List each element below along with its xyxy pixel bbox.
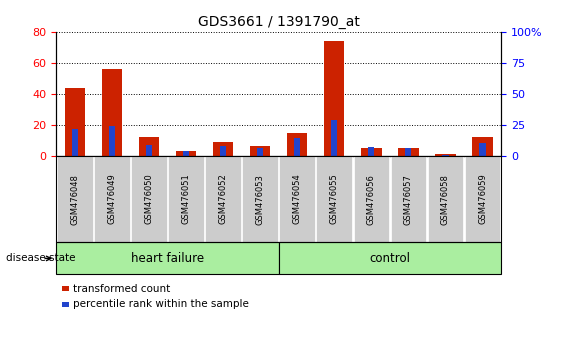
Bar [294, 138, 300, 156]
Text: heart failure: heart failure [131, 252, 204, 265]
Bar [368, 147, 374, 156]
Bar [102, 69, 122, 156]
Bar [435, 154, 455, 156]
Bar [109, 126, 115, 156]
Bar [257, 148, 263, 156]
Text: transformed count: transformed count [73, 284, 171, 293]
Bar [183, 151, 189, 156]
Text: percentile rank within the sample: percentile rank within the sample [73, 299, 249, 309]
Bar [405, 148, 412, 156]
Bar [398, 148, 419, 156]
Bar [287, 132, 307, 156]
Text: GSM476056: GSM476056 [367, 174, 376, 224]
Text: GSM476055: GSM476055 [330, 174, 339, 224]
Bar [138, 137, 159, 156]
Bar [324, 41, 345, 156]
Text: GSM476057: GSM476057 [404, 174, 413, 224]
Text: GSM476048: GSM476048 [70, 174, 79, 224]
Text: GSM476053: GSM476053 [256, 174, 265, 224]
Bar [331, 120, 337, 156]
Bar [220, 146, 226, 156]
Bar [361, 148, 382, 156]
Bar [443, 154, 449, 156]
Text: GSM476059: GSM476059 [478, 174, 487, 224]
Title: GDS3661 / 1391790_at: GDS3661 / 1391790_at [198, 16, 360, 29]
Bar [213, 142, 233, 156]
Text: GSM476050: GSM476050 [145, 174, 154, 224]
Bar [65, 88, 85, 156]
Bar [480, 143, 486, 156]
Text: GSM476052: GSM476052 [218, 174, 227, 224]
Bar [176, 151, 196, 156]
Bar [250, 147, 270, 156]
Bar [472, 137, 493, 156]
Text: GSM476054: GSM476054 [293, 174, 302, 224]
Text: control: control [369, 252, 410, 265]
Bar [146, 144, 152, 156]
Text: disease state: disease state [6, 253, 75, 263]
Text: GSM476058: GSM476058 [441, 174, 450, 224]
Text: GSM476049: GSM476049 [108, 174, 117, 224]
Text: GSM476051: GSM476051 [181, 174, 190, 224]
Bar [72, 129, 78, 156]
